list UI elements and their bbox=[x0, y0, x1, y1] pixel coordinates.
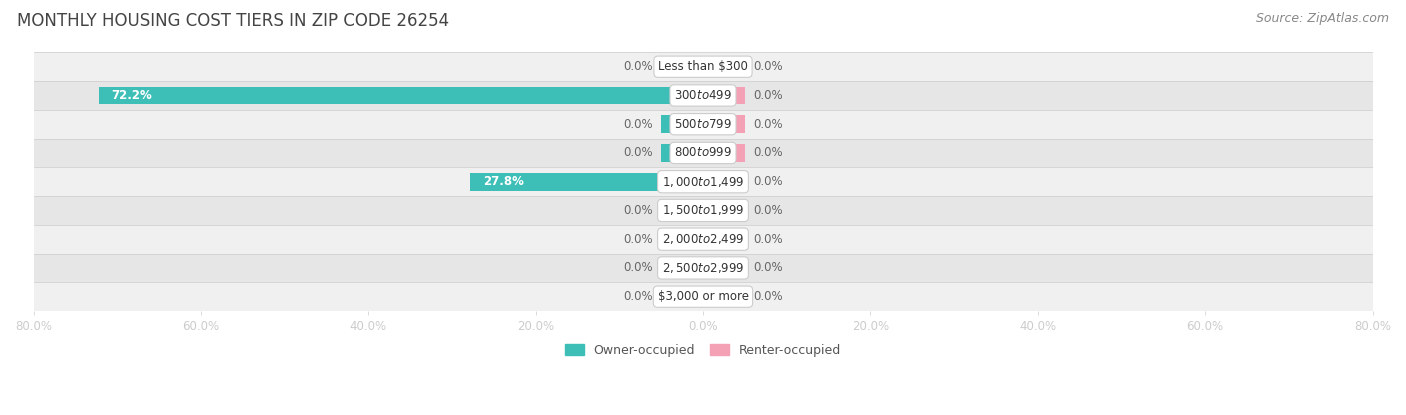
Text: $2,000 to $2,499: $2,000 to $2,499 bbox=[662, 232, 744, 246]
Bar bbox=[34, 110, 1372, 139]
Bar bbox=[471, 173, 703, 190]
Text: 0.0%: 0.0% bbox=[754, 146, 783, 159]
Bar bbox=[661, 115, 703, 133]
Text: 27.8%: 27.8% bbox=[482, 175, 524, 188]
Text: $2,500 to $2,999: $2,500 to $2,999 bbox=[662, 261, 744, 275]
Bar bbox=[34, 81, 1372, 110]
Bar bbox=[703, 173, 745, 190]
Text: 0.0%: 0.0% bbox=[623, 204, 652, 217]
Bar bbox=[703, 288, 745, 305]
Text: 0.0%: 0.0% bbox=[754, 204, 783, 217]
Text: $1,500 to $1,999: $1,500 to $1,999 bbox=[662, 203, 744, 217]
Text: 0.0%: 0.0% bbox=[623, 290, 652, 303]
Text: $500 to $799: $500 to $799 bbox=[673, 118, 733, 131]
Text: $3,000 or more: $3,000 or more bbox=[658, 290, 748, 303]
Bar bbox=[661, 58, 703, 76]
Bar bbox=[703, 58, 745, 76]
Text: MONTHLY HOUSING COST TIERS IN ZIP CODE 26254: MONTHLY HOUSING COST TIERS IN ZIP CODE 2… bbox=[17, 12, 449, 30]
Bar bbox=[98, 87, 703, 105]
Bar bbox=[34, 52, 1372, 81]
Bar bbox=[34, 282, 1372, 311]
Bar bbox=[661, 144, 703, 162]
Bar bbox=[703, 202, 745, 220]
Legend: Owner-occupied, Renter-occupied: Owner-occupied, Renter-occupied bbox=[560, 339, 846, 362]
Text: 0.0%: 0.0% bbox=[754, 89, 783, 102]
Bar bbox=[661, 288, 703, 305]
Text: 72.2%: 72.2% bbox=[111, 89, 152, 102]
Text: $300 to $499: $300 to $499 bbox=[673, 89, 733, 102]
Bar bbox=[661, 259, 703, 277]
Text: 0.0%: 0.0% bbox=[623, 60, 652, 73]
Text: 0.0%: 0.0% bbox=[754, 290, 783, 303]
Bar bbox=[34, 225, 1372, 254]
Bar bbox=[703, 230, 745, 248]
Text: 0.0%: 0.0% bbox=[754, 175, 783, 188]
Bar bbox=[34, 196, 1372, 225]
Text: 0.0%: 0.0% bbox=[623, 118, 652, 131]
Text: $800 to $999: $800 to $999 bbox=[673, 146, 733, 159]
Bar bbox=[34, 139, 1372, 167]
Bar bbox=[703, 115, 745, 133]
Text: 0.0%: 0.0% bbox=[623, 233, 652, 246]
Bar bbox=[661, 202, 703, 220]
Bar bbox=[34, 254, 1372, 282]
Text: Source: ZipAtlas.com: Source: ZipAtlas.com bbox=[1256, 12, 1389, 25]
Bar bbox=[703, 87, 745, 105]
Bar bbox=[703, 144, 745, 162]
Text: 0.0%: 0.0% bbox=[754, 261, 783, 274]
Text: $1,000 to $1,499: $1,000 to $1,499 bbox=[662, 175, 744, 189]
Text: Less than $300: Less than $300 bbox=[658, 60, 748, 73]
Bar bbox=[661, 230, 703, 248]
Text: 0.0%: 0.0% bbox=[754, 60, 783, 73]
Bar bbox=[34, 167, 1372, 196]
Bar bbox=[703, 259, 745, 277]
Text: 0.0%: 0.0% bbox=[623, 146, 652, 159]
Text: 0.0%: 0.0% bbox=[754, 233, 783, 246]
Text: 0.0%: 0.0% bbox=[754, 118, 783, 131]
Text: 0.0%: 0.0% bbox=[623, 261, 652, 274]
